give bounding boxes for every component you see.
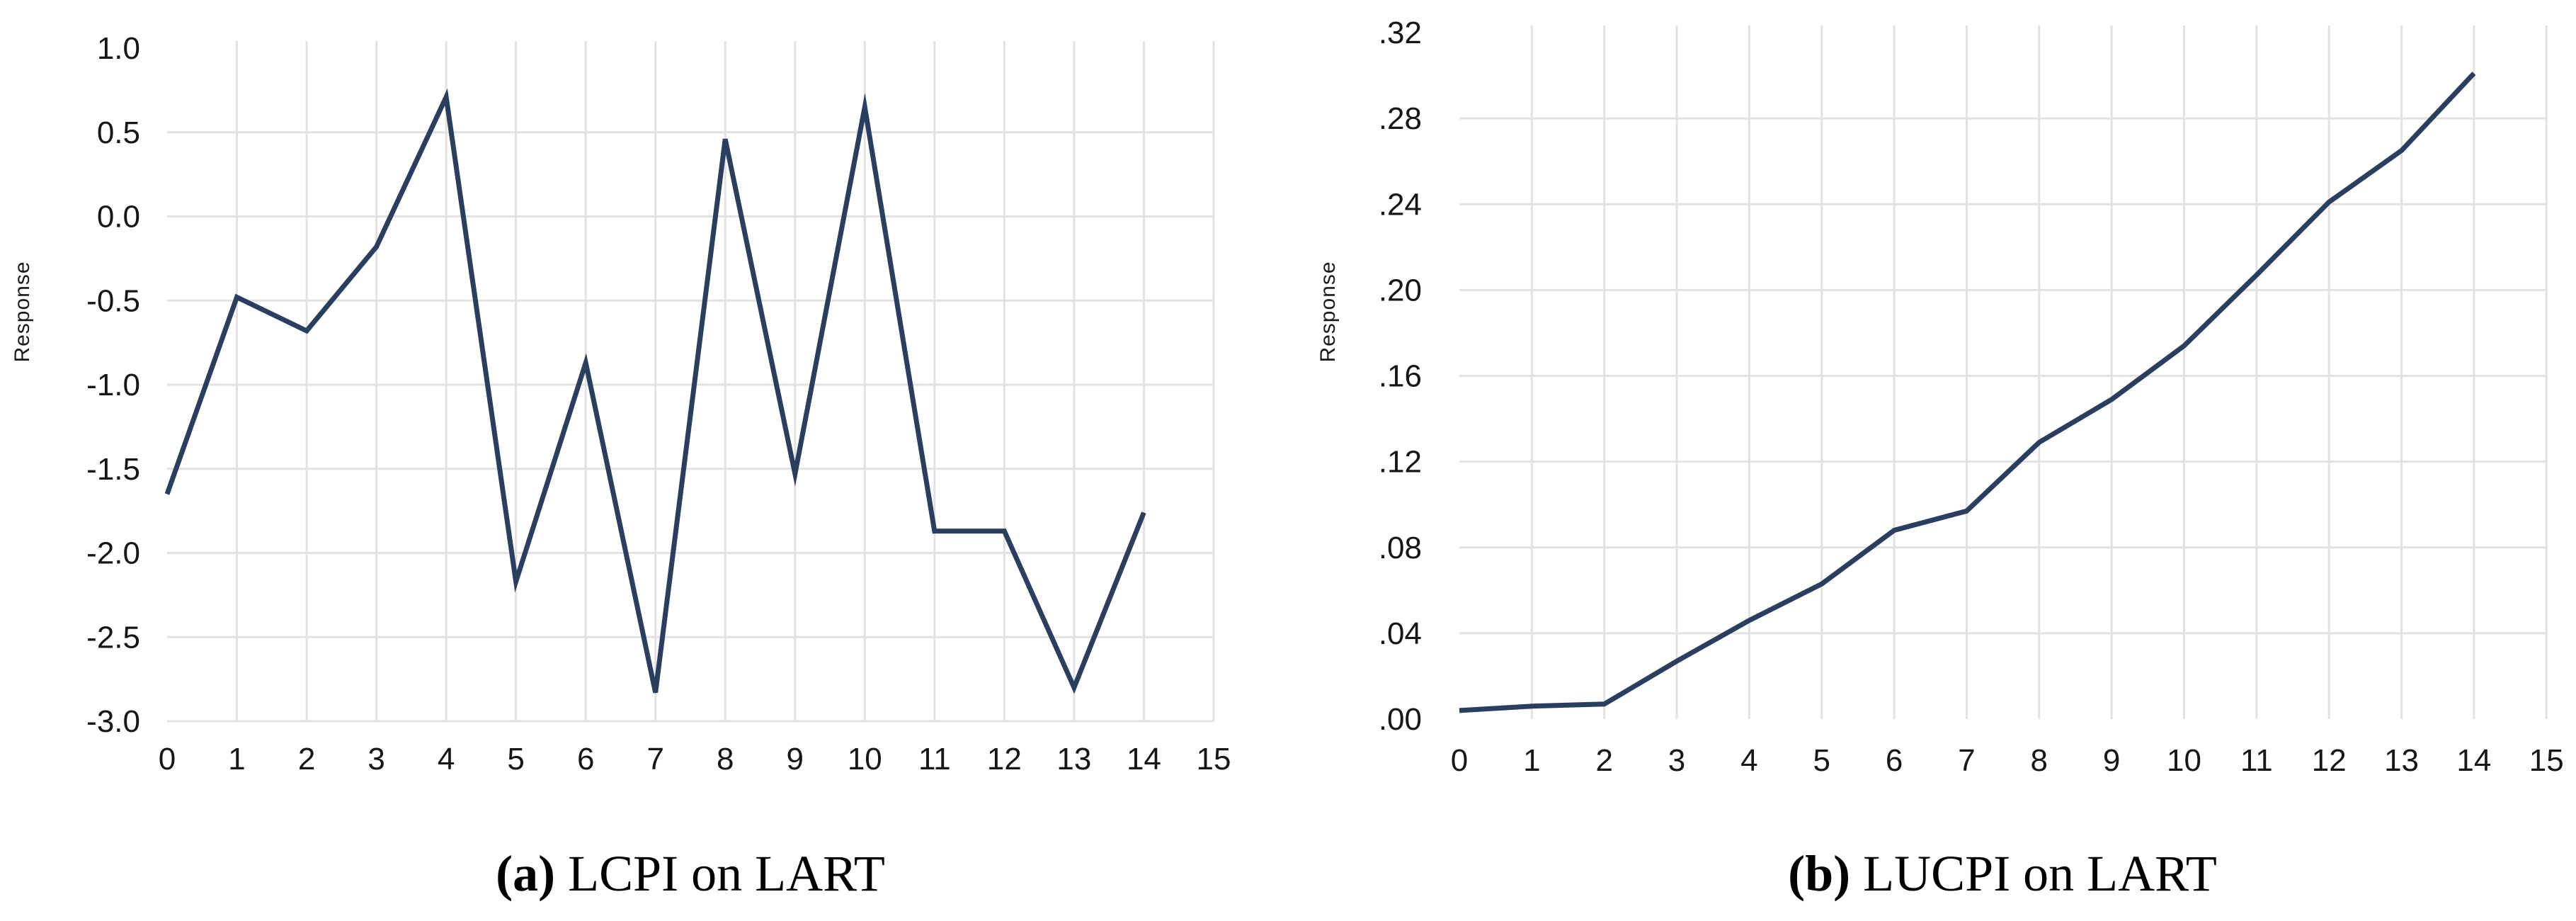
y-tick-label: .24 [1379,187,1422,222]
x-tick-label: 10 [848,742,882,776]
y-tick-label: 0.5 [97,115,140,150]
chart-b-caption: (b) LUCPI on LART [1788,844,2217,903]
x-tick-label: 7 [646,742,663,776]
y-tick-label: .08 [1379,531,1422,565]
x-tick-label: 1 [228,742,245,776]
chart-a-plot: 1.00.50.0-0.5-1.0-1.5-2.0-2.5-3.00 1 2 3 4 5 6… [86,31,1231,776]
y-tick-label: -0.5 [86,283,140,318]
x-tick-label: 11 [918,742,951,776]
y-tick-label: .16 [1379,359,1422,394]
y-tick-label: .12 [1379,445,1422,480]
chart-b-caption-text: LUCPI on LART [1863,845,2217,902]
x-tick-label: 12 [987,742,1022,776]
x-tick-label: 7 [1958,743,1975,778]
x-tick-label: 13 [2384,743,2419,778]
x-tick-label: 3 [367,742,384,776]
response-line [1459,72,2476,713]
y-tick-label: -1.5 [86,452,140,487]
x-tick-label: 14 [1127,742,1161,776]
x-tick-label: 9 [2103,743,2120,778]
chart-a-caption-text: LCPI on LART [568,845,885,902]
x-tick-label: 4 [1740,743,1757,778]
x-tick-label: 8 [2031,743,2048,778]
x-tick-label: 9 [787,742,804,776]
y-tick-label: -2.5 [86,620,140,655]
y-tick-label: .28 [1379,101,1422,136]
x-tick-label: 6 [577,742,594,776]
x-tick-label: 11 [2240,743,2273,778]
x-tick-label: 15 [1196,742,1231,776]
y-tick-label: .32 [1379,16,1422,50]
x-tick-label: 6 [1886,743,1903,778]
x-tick-label: 4 [438,742,455,776]
x-tick-label: 14 [2456,743,2491,778]
y-tick-label: 0.0 [97,200,140,235]
y-tick-label: -3.0 [86,704,140,739]
y-tick-label: .04 [1379,616,1422,651]
y-tick-label: -1.0 [86,368,140,402]
x-tick-label: 10 [2167,743,2201,778]
chart-b-y-axis-title: Response [1316,261,1340,363]
chart-a-caption: (a) LCPI on LART [496,844,885,903]
response-line [164,88,1146,694]
x-tick-label: 8 [717,742,734,776]
x-tick-label: 5 [507,742,524,776]
x-tick-label: 12 [2312,743,2347,778]
x-tick-label: 2 [1595,743,1612,778]
x-tick-label: 0 [1451,743,1468,778]
chart-b-caption-label: (b) [1788,845,1851,902]
x-tick-label: 1 [1523,743,1540,778]
x-tick-label: 5 [1813,743,1830,778]
y-tick-label: .00 [1379,702,1422,737]
x-tick-label: 15 [2529,743,2564,778]
chart-a-y-axis-title: Response [11,261,34,363]
y-tick-label: 1.0 [97,31,140,66]
chart-b-plot: .32.28.24.20.16.12.08.04.000 1 2 3 4 5 6 7 8 9 10 1… [1379,16,2564,778]
x-tick-label: 2 [298,742,315,776]
x-tick-label: 3 [1668,743,1685,778]
x-tick-label: 13 [1056,742,1091,776]
chart-a-caption-label: (a) [496,845,556,902]
x-tick-label: 0 [159,742,176,776]
y-tick-label: -2.0 [86,536,140,571]
y-tick-label: .20 [1379,273,1422,307]
